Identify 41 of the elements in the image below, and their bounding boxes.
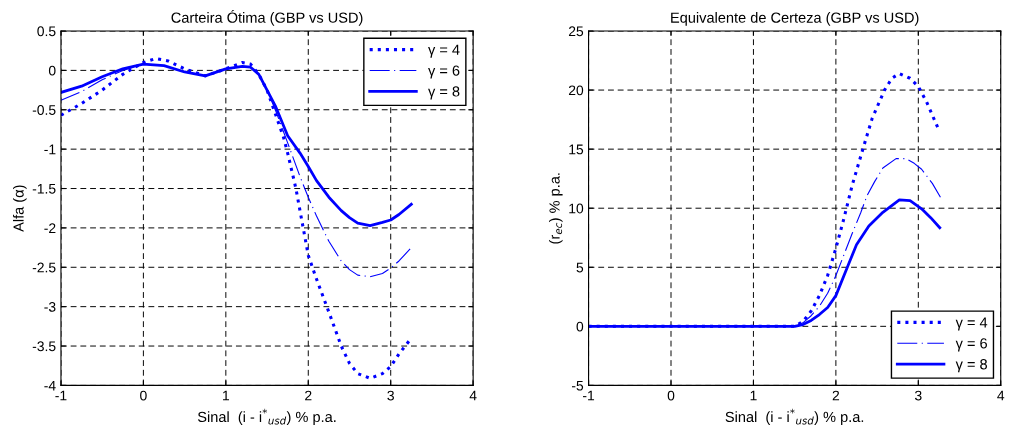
- y-axis-title: Alfa (α): [13, 185, 27, 232]
- y-tick-label: 0: [48, 65, 56, 76]
- legend-label: γ = 4: [428, 44, 460, 58]
- y-tick-label: -3.5: [32, 341, 56, 352]
- y-tick-label: 10: [569, 203, 584, 214]
- legend-label: γ = 4: [955, 317, 988, 331]
- y-tick-label: -0.5: [32, 105, 56, 115]
- y-tick-label: -1: [44, 144, 56, 155]
- legend-label: γ = 6: [955, 338, 987, 352]
- x-tick-label: 0: [667, 390, 675, 401]
- y-tick-label: 20: [568, 85, 584, 96]
- x-tick-label: 4: [997, 390, 1005, 401]
- y-tick-label: 5: [576, 262, 584, 273]
- y-tick-label: -5: [571, 380, 584, 391]
- x-tick-label: 4: [469, 390, 477, 401]
- y-tick-label: 15: [569, 144, 584, 155]
- chart-title: Carteira Ótima (GBP vs USD): [171, 10, 363, 26]
- y-tick-label: 25: [568, 26, 584, 37]
- chart-title: Equivalente de Certeza (GBP vs USD): [671, 12, 919, 26]
- y-tick-label: -2: [44, 223, 56, 233]
- legend-label: γ = 8: [955, 359, 987, 373]
- y-axis-title: (r$_{ec}$) % p.a.: [548, 173, 563, 244]
- x-tick-label: 0: [140, 390, 147, 401]
- legend-label: γ = 8: [428, 86, 460, 100]
- y-tick-label: 0.5: [37, 26, 56, 37]
- legend-label: γ = 6: [428, 65, 460, 79]
- x-tick-label: -1: [55, 390, 67, 401]
- y-tick-label: -3: [44, 301, 56, 312]
- y-tick-label: -1.5: [32, 184, 56, 194]
- x-tick-label: 2: [832, 390, 840, 401]
- x-tick-label: 2: [305, 390, 312, 401]
- y-tick-label: -2.5: [32, 262, 56, 273]
- x-tick-label: 1: [750, 390, 757, 401]
- x-axis-title: Sinal (i - i$^{*}$$_{usd}$) % p.a.: [725, 408, 864, 425]
- x-axis-title: Sinal (i - i$^{*}$$_{usd}$) % p.a.: [197, 408, 336, 425]
- x-tick-label: 3: [387, 390, 394, 401]
- y-tick-label: -4: [44, 380, 56, 391]
- y-tick-label: 0: [576, 321, 584, 332]
- x-tick-label: 3: [914, 390, 922, 401]
- x-tick-label: -1: [583, 390, 595, 401]
- x-tick-label: 1: [223, 390, 230, 401]
